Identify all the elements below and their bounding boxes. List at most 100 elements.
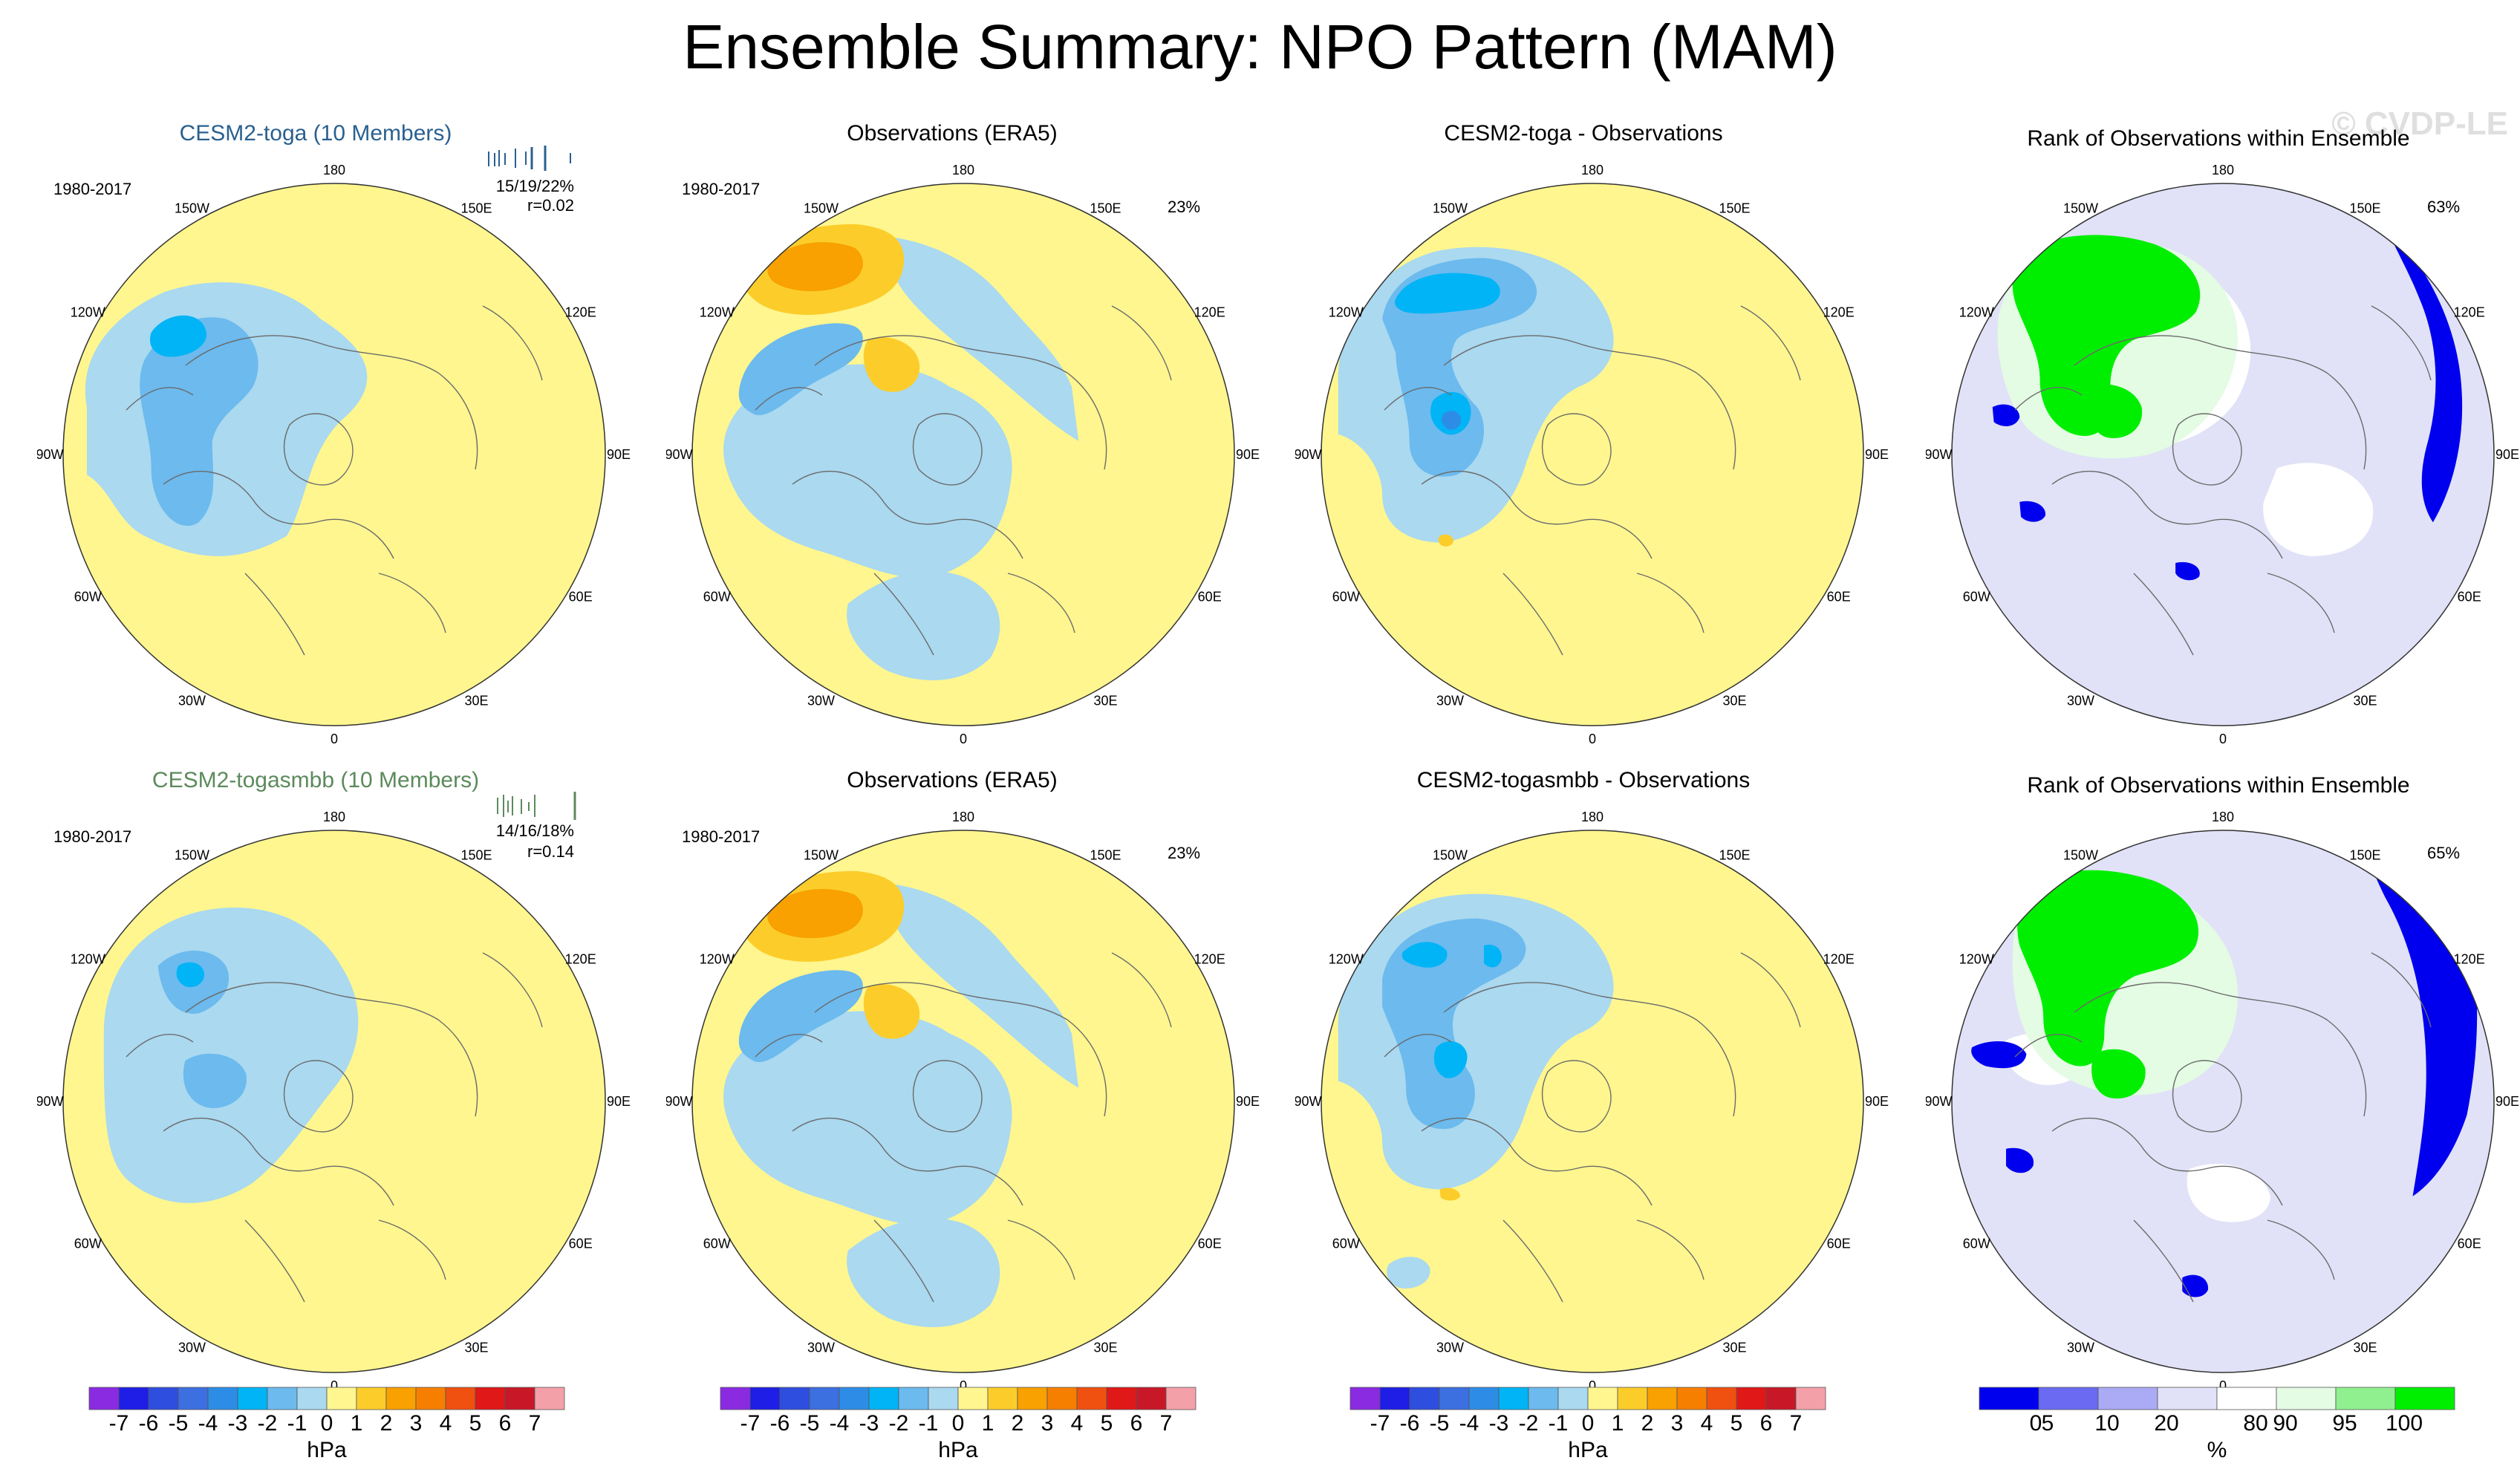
longitude-label: 60E bbox=[569, 1237, 593, 1251]
coastline bbox=[814, 335, 1107, 470]
map-model-togasmbb: 180 150E 120E 90E 60E 30E 0 30W 60W 90W 120W 150W bbox=[37, 810, 631, 1393]
longitude-label: 30E bbox=[2353, 694, 2377, 709]
panel-title: Observations (ERA5) bbox=[847, 768, 1058, 792]
coastline bbox=[792, 470, 1023, 559]
contour-region bbox=[2019, 501, 2046, 522]
map-fill-regions bbox=[1338, 893, 1801, 1303]
longitude-label: 150E bbox=[1719, 201, 1750, 215]
coastline bbox=[244, 1219, 446, 1303]
longitude-label: 30E bbox=[1093, 1341, 1117, 1355]
colorbar-tick-label: 0 bbox=[2030, 1411, 2042, 1436]
colorbar-bin bbox=[1468, 1387, 1500, 1410]
contour-region bbox=[738, 323, 863, 416]
longitude-label: 0 bbox=[2219, 1378, 2227, 1393]
longitude-label: 120W bbox=[1329, 952, 1364, 967]
colorbar-tick-label: 6 bbox=[499, 1411, 512, 1436]
period-label: 1980-2017 bbox=[682, 827, 761, 846]
longitude-label: 180 bbox=[323, 163, 345, 178]
period-label: 1980-2017 bbox=[53, 827, 132, 846]
coastline bbox=[2051, 1117, 2283, 1206]
longitude-label: 90E bbox=[2495, 447, 2519, 462]
colorbar-bin bbox=[415, 1387, 446, 1410]
longitude-label: 90W bbox=[1926, 447, 1953, 462]
colorbar-bin bbox=[2097, 1387, 2158, 1410]
colorbar-tick-label: -4 bbox=[1459, 1411, 1479, 1436]
colorbar-bin bbox=[779, 1387, 810, 1410]
colorbar-hpa: -7 -6 -5 -4 -3 -2 -1 0 1 2 3 4 5 6 7 hPa bbox=[88, 1387, 565, 1462]
longitude-label: 150W bbox=[804, 847, 839, 862]
longitude-label: 60W bbox=[1332, 590, 1360, 605]
map-boundary bbox=[62, 830, 606, 1373]
map-rank-toga: 180 150E 120E 90E 60E 30E 0 30W 60W 90W 120W 150W bbox=[1926, 163, 2519, 746]
colorbar-tick-label: -6 bbox=[770, 1411, 790, 1436]
colorbar-bin bbox=[88, 1387, 120, 1410]
coastlines bbox=[755, 952, 1172, 1303]
colorbar-bin bbox=[1409, 1387, 1440, 1410]
longitude-label: 30W bbox=[1436, 1341, 1464, 1355]
colorbar-tick-label: 5 bbox=[1731, 1411, 1743, 1436]
coastline bbox=[873, 1219, 1075, 1303]
contour-region bbox=[1395, 273, 1500, 314]
panel-title: CESM2-toga (10 Members) bbox=[179, 121, 452, 146]
panel-title: Observations (ERA5) bbox=[847, 121, 1058, 146]
map-rank-togasmbb: 180 150E 120E 90E 60E 30E 0 30W 60W 90W 120W 150W bbox=[1926, 810, 2519, 1393]
colorbar-bin bbox=[1979, 1387, 2039, 1410]
map-boundary bbox=[1951, 183, 2495, 726]
longitude-label: 30E bbox=[1722, 1341, 1746, 1355]
longitude-label: 120W bbox=[1329, 305, 1364, 320]
colorbar-tick-label: 3 bbox=[410, 1411, 423, 1436]
colorbar-bin bbox=[207, 1387, 238, 1410]
colorbar-bin bbox=[1017, 1387, 1048, 1410]
colorbar-unit: hPa bbox=[938, 1438, 978, 1462]
longitude-label: 0 bbox=[960, 1378, 967, 1393]
colorbar-bin bbox=[1676, 1387, 1707, 1410]
contour-region bbox=[2091, 1049, 2146, 1099]
panel-title: Rank of Observations within Ensemble bbox=[2027, 126, 2410, 151]
coastline bbox=[2074, 335, 2367, 470]
longitude-label: 120E bbox=[1194, 305, 1225, 320]
colorbar-bin bbox=[326, 1387, 357, 1410]
contour-region bbox=[176, 962, 204, 988]
coastlines bbox=[1384, 952, 1801, 1303]
contour-region bbox=[1438, 534, 1453, 547]
coastline bbox=[2014, 305, 2432, 411]
longitude-label: 90W bbox=[1295, 447, 1322, 462]
colorbar-bin bbox=[957, 1387, 989, 1410]
map-boundary bbox=[691, 830, 1235, 1373]
longitude-label: 150E bbox=[2349, 847, 2380, 862]
longitude-label: 120W bbox=[700, 952, 735, 967]
colorbar-bin bbox=[356, 1387, 387, 1410]
contour-region bbox=[2263, 463, 2374, 556]
longitude-label: 120E bbox=[1823, 952, 1855, 967]
longitude-label: 150E bbox=[1090, 201, 1121, 215]
colorbar-bin bbox=[1795, 1387, 1826, 1410]
longitude-label: 60E bbox=[1198, 1237, 1222, 1251]
contour-region bbox=[2086, 384, 2143, 438]
colorbar-tick-label: 4 bbox=[1701, 1411, 1713, 1436]
longitude-label: 0 bbox=[1589, 1378, 1596, 1393]
longitude-label: 30E bbox=[2353, 1341, 2377, 1355]
longitude-label: 90E bbox=[1236, 1094, 1260, 1109]
longitude-label: 60W bbox=[74, 590, 102, 605]
colorbar-tick-label: 5 bbox=[2042, 1411, 2054, 1436]
colorbar-tick-label: 7 bbox=[1160, 1411, 1173, 1436]
contour-region bbox=[183, 1053, 247, 1109]
colorbar-bin bbox=[1706, 1387, 1737, 1410]
coastlines bbox=[2014, 305, 2432, 656]
longitude-label: 180 bbox=[2212, 163, 2234, 178]
panel-title: CESM2-togasmbb (10 Members) bbox=[152, 768, 480, 792]
coastlines bbox=[126, 305, 543, 656]
colorbar-bin bbox=[2276, 1387, 2337, 1410]
map-diff-toga: 180 150E 120E 90E 60E 30E 0 30W 60W 90W 120W 150W bbox=[1295, 163, 1889, 746]
panel-title: CESM2-togasmbb - Observations bbox=[1416, 768, 1751, 792]
longitude-label: 90W bbox=[1926, 1094, 1953, 1109]
contour-region bbox=[1484, 944, 1502, 968]
longitude-label: 60E bbox=[1827, 590, 1851, 605]
contour-region bbox=[2175, 561, 2200, 581]
colorbar-bin bbox=[749, 1387, 781, 1410]
colorbar-bin bbox=[1076, 1387, 1107, 1410]
colorbar-tick-label: 95 bbox=[2332, 1411, 2357, 1436]
map-obs-era5-2: 180 150E 120E 90E 60E 30E 0 30W 60W 90W 120W 150W bbox=[666, 810, 1260, 1393]
contour-region bbox=[767, 888, 863, 939]
coastline bbox=[792, 1117, 1023, 1206]
